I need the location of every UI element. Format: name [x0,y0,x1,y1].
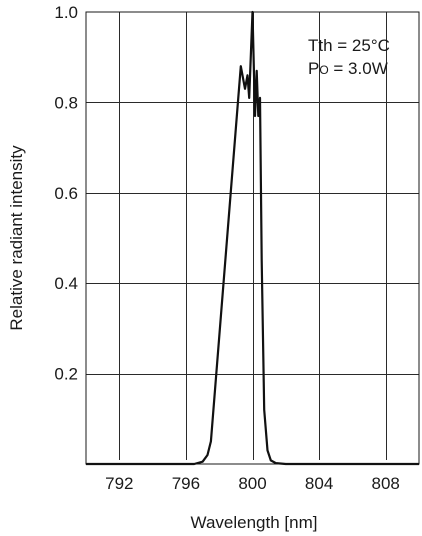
spectrum-line-0 [86,10,419,466]
annotation-temperature: Tth = 25°C [308,36,390,55]
annotation-power-sub: O [319,63,328,77]
annotation-power: PO = 3.0W [308,59,388,78]
plot-frame [85,11,420,465]
annotation-power-prefix: P [308,59,319,78]
series-layer [86,10,419,466]
y-tick-label: 1.0 [54,3,78,22]
x-tick-label: 804 [305,474,333,493]
y-tick-label: 0.6 [54,184,78,203]
x-tick-label: 792 [105,474,133,493]
tick-labels: 792 796 800 804 808 0.2 0.4 0.6 0.8 1.0 [54,3,400,493]
y-tick-label: 0.2 [54,365,78,384]
x-tick-label: 796 [172,474,200,493]
x-axis-title: Wavelength [nm] [191,513,318,532]
y-tick-label: 0.4 [54,274,78,293]
x-tick-label: 808 [372,474,400,493]
y-axis-title: Relative radiant intensity [7,145,26,331]
x-tick-label: 800 [238,474,266,493]
grid [86,12,419,460]
annotation-power-suffix: = 3.0W [329,59,388,78]
y-tick-label: 0.8 [54,93,78,112]
